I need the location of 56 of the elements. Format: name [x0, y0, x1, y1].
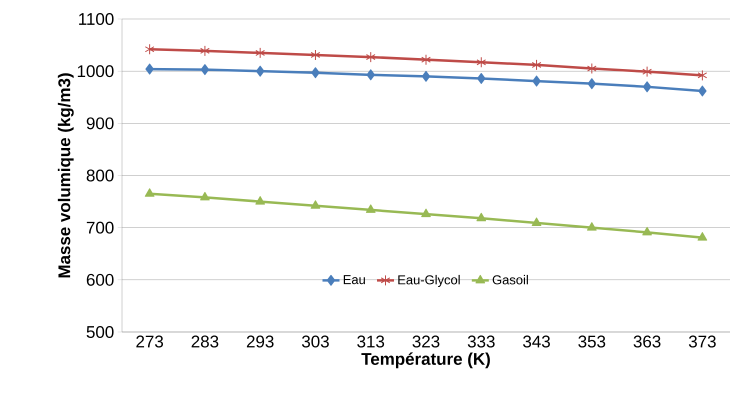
point [366, 69, 375, 80]
y-axis-title: Masse volumique (kg/m3) [58, 73, 74, 278]
point [642, 66, 652, 78]
point [477, 72, 486, 84]
x-tick-label: 313 [357, 336, 384, 348]
x-tick-label: 343 [523, 336, 550, 348]
point [532, 59, 542, 70]
point [145, 64, 154, 75]
point [310, 49, 320, 60]
y-tick-label: 1000 [78, 65, 114, 78]
point [200, 45, 210, 56]
y-tick-label: 900 [86, 117, 114, 130]
point [421, 208, 431, 218]
point [698, 232, 708, 241]
x-tick-label: 333 [468, 336, 495, 348]
point [421, 54, 431, 66]
x-axis-title: Température (K) [361, 352, 490, 368]
x-tick-label: 303 [302, 336, 329, 348]
legend-label: Eau-Glycol [398, 274, 460, 287]
point [586, 222, 597, 231]
point [144, 188, 154, 197]
y-tick-label: 500 [86, 326, 114, 338]
point [311, 67, 320, 78]
x-tick-label: 283 [192, 336, 218, 348]
point [532, 217, 542, 226]
x-tick-label: 353 [578, 336, 606, 348]
point [310, 200, 320, 209]
y-tick-label: 700 [86, 222, 114, 234]
point [642, 226, 652, 236]
point [698, 70, 708, 81]
y-tick-label: 800 [86, 170, 114, 182]
point [422, 70, 430, 82]
legend-label: Gasoil [492, 274, 528, 284]
point [476, 212, 486, 222]
point [255, 47, 266, 58]
point [200, 192, 210, 200]
point [255, 196, 266, 205]
legend-label: Eau [344, 275, 365, 284]
x-tick-label: 273 [136, 336, 164, 348]
point [366, 204, 376, 213]
point [366, 52, 376, 63]
x-tick-label: 323 [412, 336, 440, 348]
point [588, 78, 596, 90]
x-tick-label: 373 [688, 336, 716, 348]
point [698, 85, 707, 96]
x-tick-label: 363 [634, 336, 660, 348]
point [586, 63, 597, 74]
y-tick-label: 1100 [79, 13, 114, 25]
point [200, 64, 210, 76]
point [476, 56, 486, 68]
x-tick-label: 293 [246, 336, 274, 348]
y-tick-label: 600 [86, 274, 114, 286]
point [532, 76, 541, 87]
point [256, 66, 264, 77]
point [144, 44, 154, 55]
point [642, 81, 652, 92]
